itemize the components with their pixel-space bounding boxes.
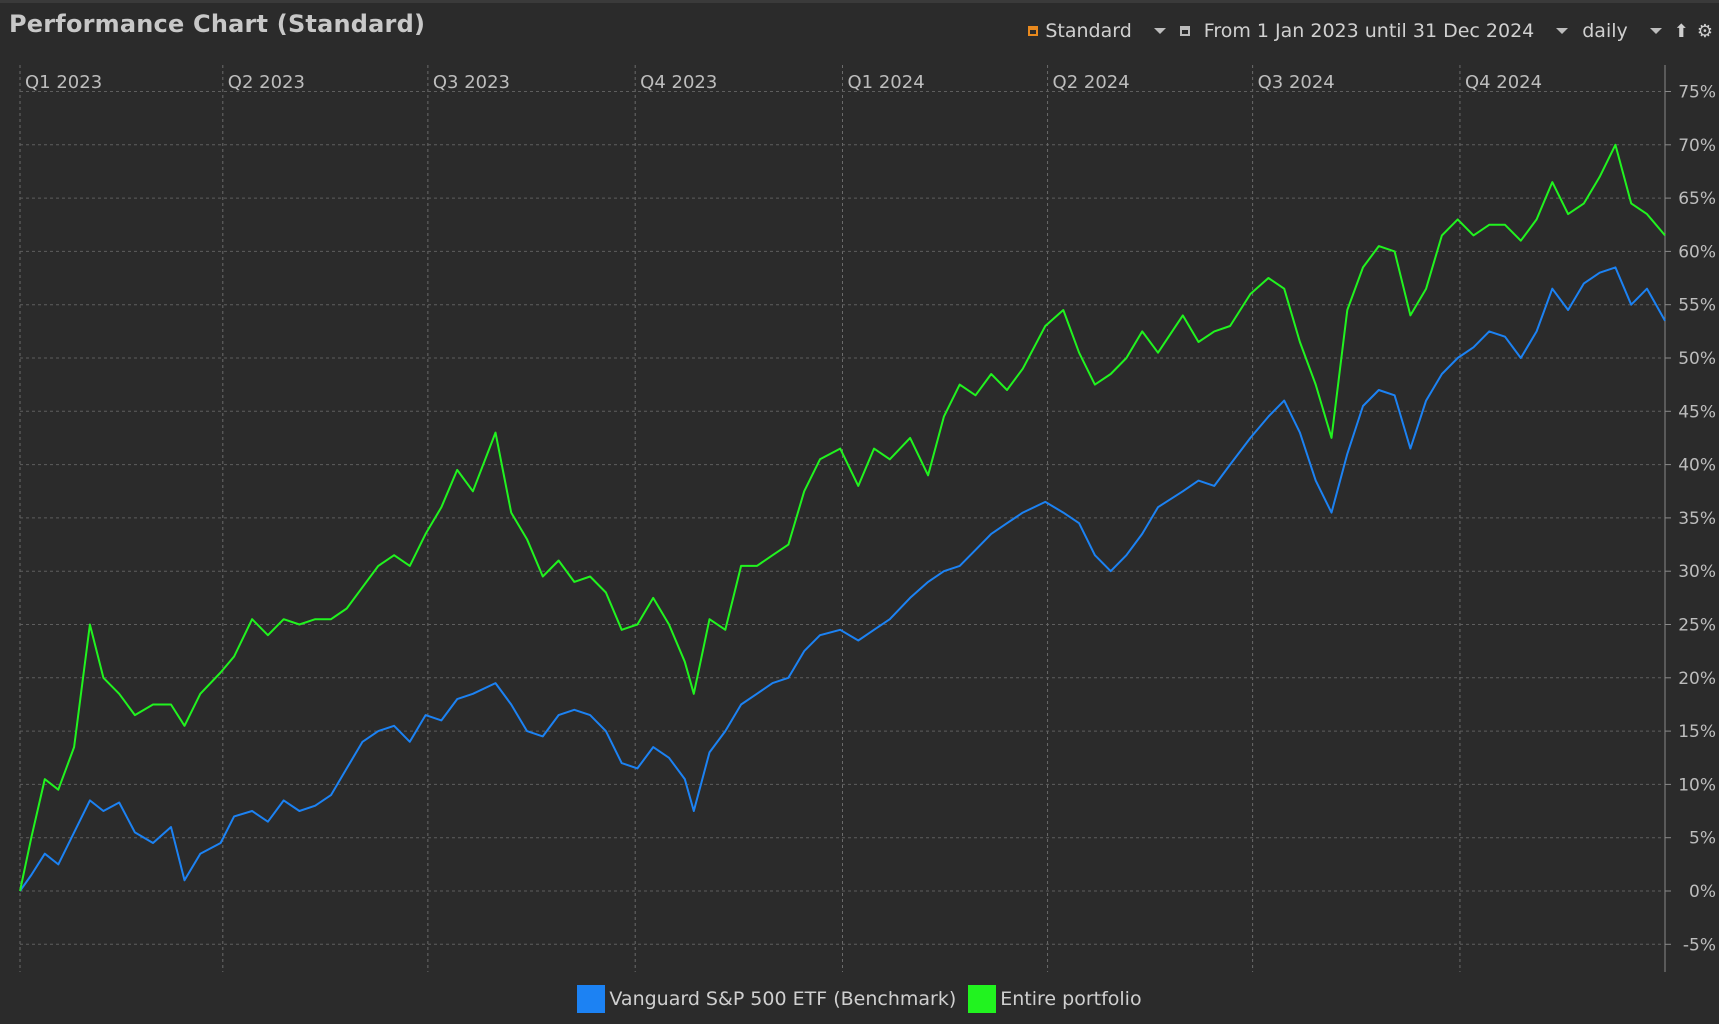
chart-toolbar: Standard From 1 Jan 2023 until 31 Dec 20… bbox=[1028, 14, 1713, 48]
y-tick-label: 0% bbox=[1689, 882, 1716, 902]
y-tick-label: 15% bbox=[1678, 722, 1716, 742]
y-tick-label: 25% bbox=[1678, 616, 1716, 636]
page-title: Performance Chart (Standard) bbox=[9, 10, 426, 38]
chart-grid bbox=[19, 65, 1671, 972]
y-tick-label: 20% bbox=[1678, 669, 1716, 689]
legend-item-portfolio[interactable]: Entire portfolio bbox=[968, 985, 1142, 1013]
x-tick-label: Q2 2024 bbox=[1053, 72, 1130, 93]
dropdown-icon[interactable] bbox=[1153, 28, 1166, 34]
chart-legend: Vanguard S&P 500 ETF (Benchmark) Entire … bbox=[0, 985, 1719, 1013]
y-tick-label: 75% bbox=[1678, 83, 1716, 103]
legend-item-benchmark[interactable]: Vanguard S&P 500 ETF (Benchmark) bbox=[577, 985, 956, 1013]
series-line-portfolio bbox=[19, 143, 1666, 892]
x-tick-label: Q3 2024 bbox=[1258, 72, 1335, 93]
interval-dropdown-icon[interactable] bbox=[1649, 28, 1662, 34]
y-tick-label: 70% bbox=[1678, 136, 1716, 156]
y-tick-label: 35% bbox=[1678, 509, 1716, 529]
window-top-border bbox=[0, 0, 1719, 3]
interval-selector[interactable]: daily bbox=[1582, 20, 1666, 42]
standard-view-icon bbox=[1028, 26, 1039, 36]
x-axis-labels: Q1 2023 Q2 2023 Q3 2023 Q4 2023 Q1 2024 Q2 20… bbox=[25, 72, 1542, 93]
y-tick-label: 60% bbox=[1678, 242, 1716, 262]
x-tick-label: Q1 2024 bbox=[848, 72, 925, 93]
period-label: From 1 Jan 2023 until 31 Dec 2024 bbox=[1203, 20, 1535, 42]
y-tick-label: 50% bbox=[1678, 349, 1716, 369]
y-axis-labels: 75% 70% 65% 60% 55% 50% 45% 40% 35% 30% 25% 20% 15% 1… bbox=[1678, 83, 1716, 956]
y-tick-label: 5% bbox=[1689, 829, 1716, 849]
series-line-benchmark bbox=[19, 266, 1666, 892]
interval-label: daily bbox=[1582, 20, 1628, 42]
y-tick-label: -5% bbox=[1683, 935, 1716, 955]
y-tick-label: 40% bbox=[1678, 456, 1716, 476]
export-icon[interactable]: ⬆ bbox=[1673, 20, 1689, 42]
x-tick-label: Q2 2023 bbox=[228, 72, 305, 93]
settings-icon[interactable]: ⚙ bbox=[1696, 20, 1713, 42]
legend-swatch-benchmark bbox=[577, 985, 606, 1013]
view-selector[interactable]: Standard bbox=[1028, 20, 1179, 42]
y-tick-label: 65% bbox=[1678, 189, 1716, 209]
calendar-icon bbox=[1179, 26, 1190, 36]
x-tick-label: Q1 2023 bbox=[25, 72, 102, 93]
y-tick-label: 45% bbox=[1678, 402, 1716, 422]
y-tick-label: 30% bbox=[1678, 562, 1716, 582]
legend-swatch-portfolio bbox=[968, 985, 997, 1013]
x-tick-label: Q4 2024 bbox=[1465, 72, 1542, 93]
legend-label-portfolio: Entire portfolio bbox=[1000, 988, 1142, 1010]
chart-series bbox=[19, 143, 1666, 892]
x-tick-label: Q3 2023 bbox=[433, 72, 510, 93]
legend-label-benchmark: Vanguard S&P 500 ETF (Benchmark) bbox=[609, 988, 957, 1010]
performance-chart: Q1 2023 Q2 2023 Q3 2023 Q4 2023 Q1 2024 Q2 20… bbox=[19, 65, 1716, 972]
y-tick-label: 55% bbox=[1678, 296, 1716, 316]
y-tick-label: 10% bbox=[1678, 775, 1716, 795]
period-dropdown-icon[interactable] bbox=[1556, 28, 1569, 34]
x-tick-label: Q4 2023 bbox=[640, 72, 717, 93]
period-selector[interactable]: From 1 Jan 2023 until 31 Dec 2024 bbox=[1179, 20, 1582, 42]
view-label: Standard bbox=[1045, 20, 1132, 42]
